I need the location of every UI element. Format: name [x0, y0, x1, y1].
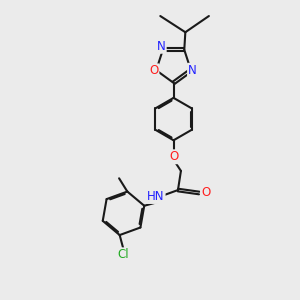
Text: N: N — [157, 40, 166, 53]
Text: O: O — [169, 150, 178, 163]
Text: O: O — [201, 187, 210, 200]
Text: O: O — [149, 64, 158, 77]
Text: N: N — [188, 64, 197, 77]
Text: Cl: Cl — [118, 248, 129, 261]
Text: HN: HN — [147, 190, 165, 203]
